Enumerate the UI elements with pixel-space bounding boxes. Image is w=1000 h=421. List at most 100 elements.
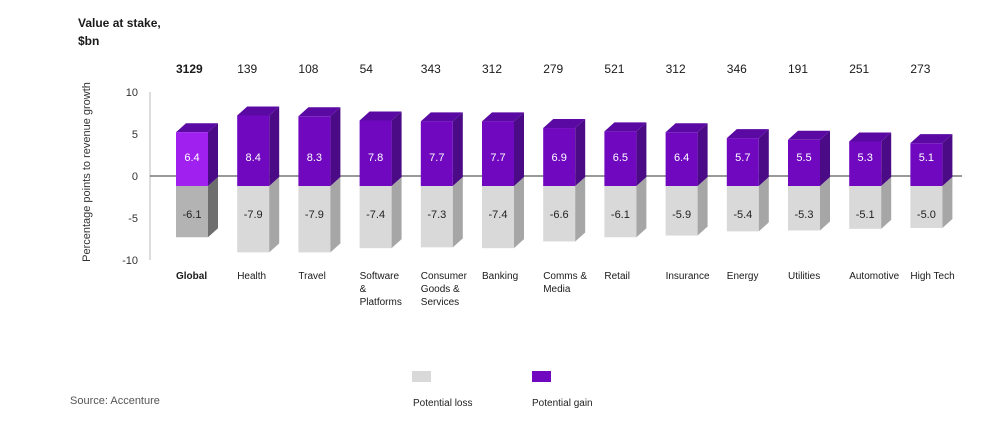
value-at-stake-number: 312 [482,62,502,76]
category-label-line: Retail [604,271,630,282]
gain-bar [298,116,331,186]
category-label-line: Goods & [421,284,460,295]
gain-value-label: 5.5 [796,152,811,164]
value-at-stake-number: 251 [849,62,869,76]
loss-value-label: -6.6 [550,209,569,221]
loss-bar-side [391,177,402,249]
gain-bar-side [575,119,586,186]
loss-bar-side [758,177,769,232]
loss-value-label: -7.4 [489,209,508,221]
category-label: Software & Platforms [360,271,402,308]
category-label: Global [176,271,207,282]
gain-bar-top [298,107,341,117]
gain-bar-top [482,112,524,122]
gain-bar-side [208,123,218,186]
loss-bar [298,186,331,253]
gain-value-label: 5.1 [919,152,934,164]
gain-bar-side [881,132,892,186]
loss-value-label: -5.9 [672,209,691,221]
loss-bar-side [575,177,586,242]
category-label: Utilities [788,271,820,282]
source-note: Source: Accenture [70,395,160,407]
gain-bar-top [665,123,708,133]
gain-value-label: 7.7 [429,152,444,164]
category-label: Energy [727,271,759,282]
gain-bar [604,131,637,186]
loss-bar [604,186,637,238]
gain-bar [482,121,514,186]
category-label: High Tech [910,271,954,282]
gain-value-label: 8.3 [307,152,322,164]
category-label-line: Health [237,271,266,282]
loss-bar-side [942,177,953,228]
loss-value-label: -6.1 [183,209,202,221]
category-label-line: Global [176,271,207,282]
category-label: Health [237,271,266,282]
gain-bar [543,128,576,186]
loss-bar [237,186,270,253]
gain-value-label: 6.9 [552,152,567,164]
gain-bar-top [176,123,218,133]
gain-bar [665,132,698,186]
category-label-line: Energy [727,271,759,282]
loss-bar-side [330,177,341,253]
gain-bar-side [330,107,341,186]
loss-value-label: -7.4 [366,209,385,221]
gain-bar-top [910,134,953,144]
loss-bar-side [208,177,218,238]
loss-bar [726,186,759,232]
loss-bar [420,186,453,248]
legend-label-potential-gain: Potential gain [532,398,593,409]
gain-bar-top [604,122,647,132]
y-tick-label: -5 [128,213,138,225]
value-at-stake-number: 108 [298,62,318,76]
category-label-line: Banking [482,271,518,282]
gain-bar-top [788,130,830,140]
loss-bar-side [881,177,892,229]
gain-value-label: 5.7 [735,152,750,164]
gain-bar [237,115,270,186]
loss-bar [849,186,882,229]
gain-bar [359,120,392,186]
loss-bar [788,186,820,231]
gain-bar-top [543,119,586,129]
gain-bar-side [636,122,647,186]
value-at-stake-unit: $bn [78,34,100,48]
legend-swatch-potential-gain [532,371,551,382]
gain-bar-side [391,111,402,186]
value-at-stake-number: 3129 [176,62,203,76]
loss-bar [665,186,698,236]
value-at-stake-number: 312 [666,62,686,76]
category-label-line: Automotive [849,271,899,282]
value-at-stake-number: 279 [543,62,563,76]
value-at-stake-number: 54 [360,62,374,76]
gain-value-label: 6.4 [674,152,689,164]
loss-bar [482,186,514,249]
loss-bar [543,186,576,242]
y-tick-label: 10 [126,87,138,99]
gain-bar-top [237,106,280,116]
loss-bar-side [636,177,647,238]
gain-bar [420,121,453,186]
gain-bar-side [452,112,463,186]
gain-value-label: 8.4 [246,152,261,164]
category-label: Automotive [849,271,899,282]
gain-bar [849,141,882,186]
loss-bar [910,186,943,228]
loss-value-label: -5.4 [733,209,752,221]
value-at-stake-number: 273 [910,62,930,76]
gain-bar [726,138,759,186]
category-label-line: Services [421,297,459,308]
gain-value-label: 6.4 [184,152,199,164]
category-label: Comms & Media [543,271,587,295]
loss-bar-side [697,177,708,236]
gain-value-label: 7.8 [368,152,383,164]
value-at-stake-number: 191 [788,62,808,76]
loss-value-label: -7.9 [305,209,324,221]
gain-bar-side [514,112,524,186]
gain-bar-top [420,112,463,122]
loss-value-label: -6.1 [611,209,630,221]
category-label-line: Software [360,271,400,282]
